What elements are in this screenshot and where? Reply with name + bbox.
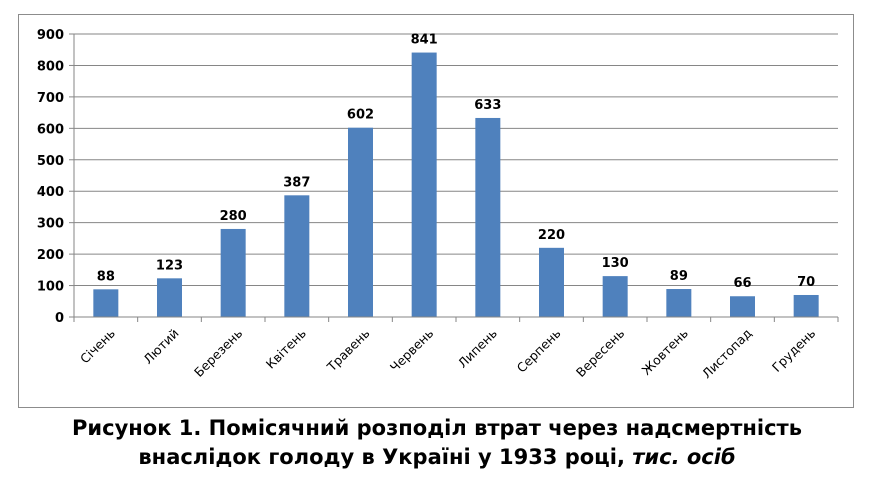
x-category-label: Травень: [323, 326, 372, 375]
x-category-label: Вересень: [573, 326, 627, 380]
x-category-label: Квітень: [263, 326, 309, 372]
y-tick-label: 300: [37, 217, 64, 232]
y-tick-label: 700: [37, 91, 64, 106]
data-label: 602: [347, 108, 374, 123]
data-label: 70: [797, 275, 815, 290]
y-tick-label: 900: [37, 28, 64, 43]
y-tick-label: 600: [37, 122, 64, 137]
bar: [730, 296, 755, 317]
bar: [793, 294, 819, 317]
bar: [348, 127, 373, 318]
y-tick-label: 100: [37, 280, 64, 295]
data-label: 66: [733, 276, 751, 291]
y-tick-label: 0: [55, 311, 64, 326]
bar: [93, 289, 119, 317]
bar: [602, 276, 628, 317]
y-tick-label: 800: [37, 59, 64, 74]
bar: [220, 228, 246, 317]
caption-line-2-text: внаслідок голоду в Україні у 1933 році,: [138, 445, 633, 469]
x-category-label: Березень: [191, 326, 245, 380]
x-category-label: Лютий: [140, 326, 181, 367]
bar: [539, 247, 564, 317]
y-tick-label: 200: [37, 248, 64, 263]
y-tick-label: 400: [37, 185, 64, 200]
bars: [93, 52, 819, 318]
gridlines: [74, 33, 838, 287]
caption-line-2: внаслідок голоду в Україні у 1933 році, …: [0, 443, 874, 472]
data-label: 280: [220, 209, 247, 224]
bar: [157, 278, 182, 317]
data-label: 633: [474, 98, 501, 113]
data-label: 387: [283, 175, 310, 190]
data-label: 841: [411, 33, 438, 48]
x-category-label: Жовтень: [639, 326, 691, 378]
data-label: 123: [156, 258, 183, 273]
bar: [284, 195, 310, 317]
data-label: 220: [538, 228, 565, 243]
x-category-label: Серпень: [514, 326, 564, 376]
figure-caption: Рисунок 1. Помісячний розподіл втрат чер…: [0, 414, 874, 472]
bar: [666, 289, 692, 317]
data-labels: 88 123 280 387 602 841 633 220 130 89 66 70: [97, 33, 815, 292]
x-category-label: Січень: [77, 326, 118, 367]
data-label: 88: [97, 269, 115, 284]
x-category-label: Липень: [455, 326, 500, 371]
axes: 0 100 200 300 400 500 600 700 800 900 Січень Лютий Б…: [37, 28, 839, 382]
bar: [475, 117, 501, 317]
caption-units: тис. осіб: [632, 445, 736, 469]
monthly-losses-bar-chart: 0 100 200 300 400 500 600 700 800 900 Січень Лютий Б…: [37, 28, 839, 382]
x-category-label: Грудень: [769, 326, 818, 375]
x-category-label: Червень: [387, 326, 436, 375]
caption-line-1: Рисунок 1. Помісячний розподіл втрат чер…: [72, 416, 802, 440]
data-label: 130: [602, 256, 629, 271]
y-tick-label: 500: [37, 154, 64, 169]
bar: [411, 52, 437, 318]
data-label: 89: [670, 269, 688, 284]
x-category-label: Листопад: [699, 326, 755, 382]
